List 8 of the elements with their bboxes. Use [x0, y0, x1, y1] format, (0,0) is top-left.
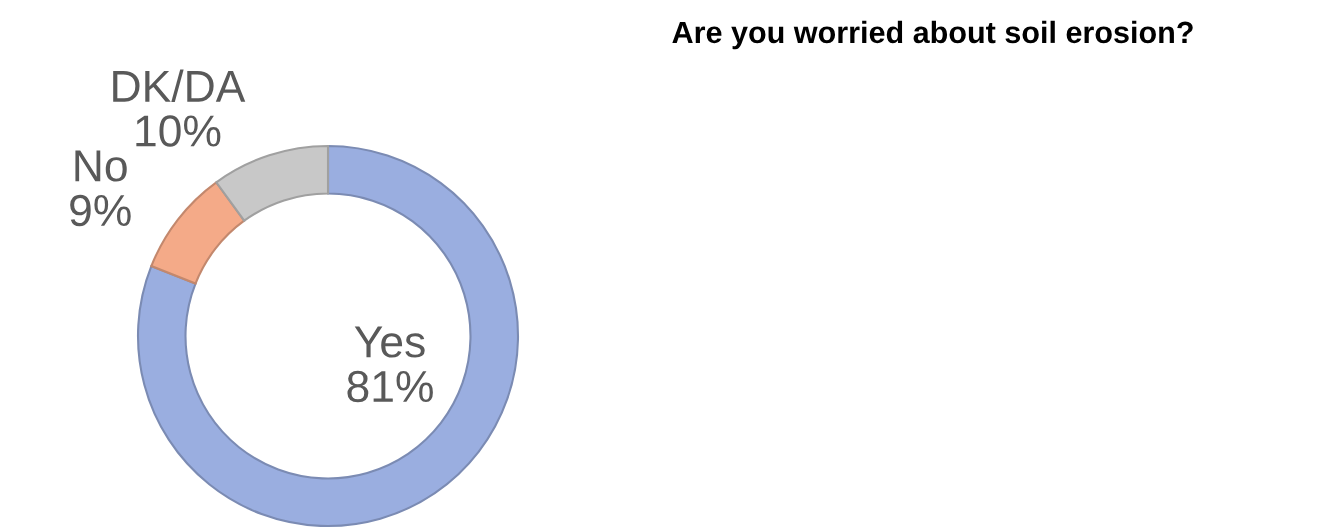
text: Are you worried about soil erosion? [672, 20, 1193, 50]
slice-label: No [75, 150, 127, 182]
donut-slice [150, 181, 246, 285]
data-label: 9% [70, 194, 131, 227]
data-label: 81% [347, 370, 433, 403]
data-label: 10% [136, 115, 221, 147]
slice-label: DK/DA [113, 69, 246, 103]
slice-label: Yes [354, 326, 425, 358]
